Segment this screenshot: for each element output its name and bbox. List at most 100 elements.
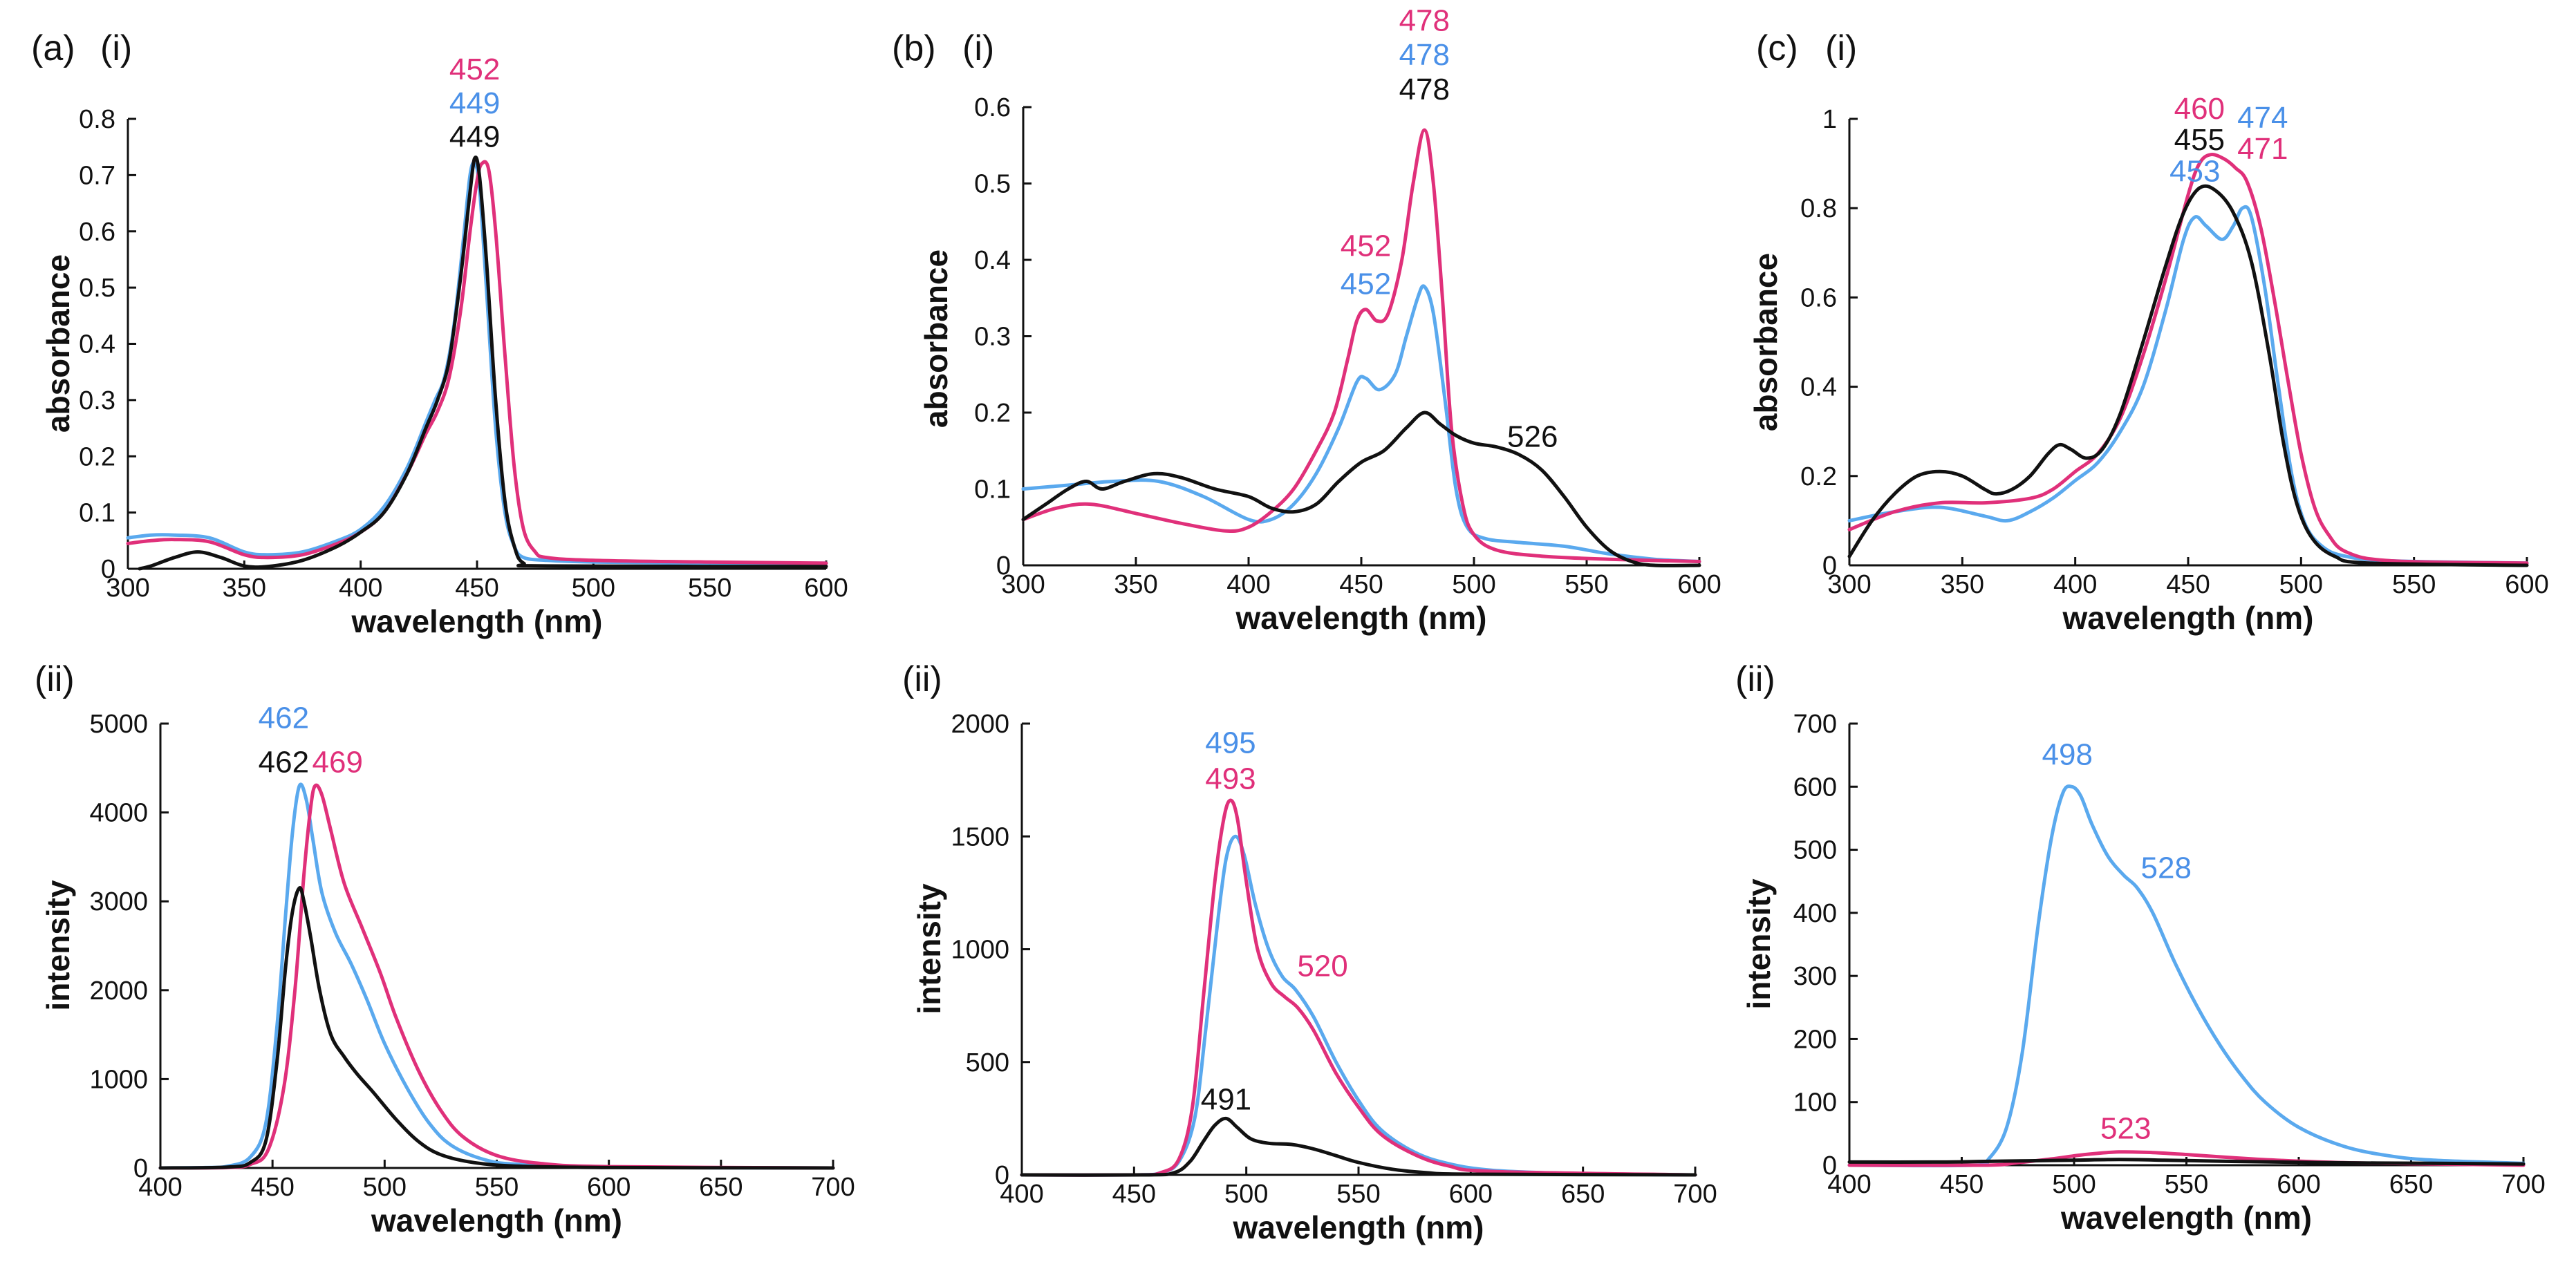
plot-c-i: 300 350 400 450 500 550 600 0 0.2 0.4 0.6 0.8 1 wavel… [1748,92,2549,636]
peak-label: 469 [312,746,363,780]
y-tick-label: 0.6 [1800,283,1837,312]
y-tick-label: 600 [1793,773,1837,802]
y-tick-label: 0.2 [1800,462,1837,491]
series-blue [1847,784,2526,1168]
y-tick-label: 0.3 [79,386,115,415]
panel-label-a: (a) [31,28,75,68]
sub-label-a-ii: (ii) [35,659,75,699]
x-tick-label: 500 [572,574,615,603]
x-tick-label: 550 [1336,1180,1380,1209]
x-tick-label: 450 [1339,570,1383,599]
y-tick-label: 0.6 [974,93,1011,122]
peak-label: 462 [259,701,309,735]
peak-label: 453 [2169,154,2220,188]
y-axis-label: absorbance [918,249,954,428]
x-tick-label: 550 [688,574,731,603]
x-tick-label: 550 [2165,1170,2208,1199]
x-axis-label: wavelength (nm) [1235,600,1487,636]
y-tick-label: 1000 [951,936,1009,965]
peak-label: 478 [1399,73,1450,106]
series-blue [1021,284,1701,563]
peak-label: 449 [449,120,500,154]
peak-label: 471 [2237,132,2288,166]
x-axis-label: wavelength (nm) [2062,600,2314,636]
y-tick-label: 0.2 [79,442,115,471]
x-tick-label: 550 [1565,570,1608,599]
y-tick-label: 0.2 [974,399,1011,428]
x-tick-label: 600 [587,1173,631,1202]
peak-label: 460 [2174,92,2225,126]
series-blue [158,782,835,1170]
peak-label: 498 [2042,737,2093,771]
x-tick-label: 400 [1226,570,1270,599]
x-tick-label: 650 [1561,1180,1605,1209]
y-tick-label: 200 [1793,1025,1837,1054]
x-tick-label: 400 [2053,570,2097,599]
y-tick-label: 0 [1822,552,1837,581]
x-tick-label: 600 [1449,1180,1493,1209]
x-tick-label: 550 [475,1173,519,1202]
y-tick-label: 1000 [89,1065,148,1094]
series-blue [1020,834,1697,1177]
series-blue [1847,205,2529,565]
plot-b-i: 300 350 400 450 500 550 600 0 0.1 0.2 0.3 0.4 0.5 0.6… [918,4,1721,637]
panel-label-c: (c) [1756,28,1798,68]
y-tick-label: 500 [1793,836,1837,865]
y-tick-label: 0.5 [79,274,115,303]
x-tick-label: 350 [223,574,266,603]
x-tick-label: 550 [2392,570,2436,599]
y-tick-label: 500 [966,1048,1009,1077]
peak-label: 452 [449,53,500,86]
x-axis-label: wavelength (nm) [2060,1200,2312,1236]
plot-a-i: 300 350 400 450 500 550 600 0 0.1 0.2 0.3 0.4 0.5 0.6… [40,53,848,639]
series-black [1020,1116,1697,1177]
y-tick-label: 0 [133,1154,148,1183]
panel-label-b: (b) [892,28,936,68]
x-tick-label: 600 [2277,1170,2320,1199]
peak-label: 474 [2237,101,2288,135]
plot-a-ii: 400 450 500 550 600 650 700 0 1000 2000 3000 4000 50… [40,701,855,1238]
y-axis-label: absorbance [1748,253,1784,431]
x-tick-label: 650 [699,1173,743,1202]
y-tick-label: 0.1 [79,499,115,528]
peak-label: 495 [1205,726,1256,760]
series-pink [158,783,835,1170]
x-tick-label: 400 [339,574,382,603]
x-tick-label: 700 [2501,1170,2545,1199]
y-tick-label: 0 [101,555,115,584]
y-axis-label: intensity [40,880,76,1011]
x-axis-label: wavelength (nm) [351,603,603,639]
peak-label: 455 [2174,123,2225,157]
y-tick-label: 0 [1822,1151,1837,1180]
x-tick-label: 450 [2166,570,2210,599]
y-tick-label: 300 [1793,962,1837,991]
y-tick-label: 100 [1793,1088,1837,1118]
x-tick-label: 500 [1224,1180,1268,1209]
peak-label: 478 [1399,4,1450,38]
x-tick-label: 400 [138,1173,182,1202]
x-tick-label: 450 [250,1173,294,1202]
y-tick-label: 400 [1793,899,1837,928]
y-axis-label: intensity [911,883,947,1015]
x-tick-label: 450 [1112,1180,1156,1209]
x-tick-label: 400 [1000,1180,1043,1209]
x-tick-label: 350 [1114,570,1157,599]
series-pink [1020,798,1697,1177]
y-tick-label: 0 [996,552,1011,581]
series-black [158,886,835,1170]
x-tick-label: 600 [1677,570,1721,599]
sub-label-a-i: (i) [100,28,132,68]
series-black [1021,411,1701,567]
sub-label-c-i: (i) [1825,28,1857,68]
x-tick-label: 500 [2279,570,2323,599]
plot-c-ii: 400 450 500 550 600 650 700 0 100 200 300 400 500 600… [1741,710,2546,1236]
y-tick-label: 0.1 [974,475,1011,505]
series-pink [126,160,828,565]
y-tick-label: 4000 [89,799,148,828]
x-tick-label: 500 [1452,570,1495,599]
series-black [138,155,828,571]
y-tick-label: 0.4 [79,330,115,359]
y-tick-label: 2000 [951,710,1009,739]
x-tick-label: 500 [363,1173,407,1202]
